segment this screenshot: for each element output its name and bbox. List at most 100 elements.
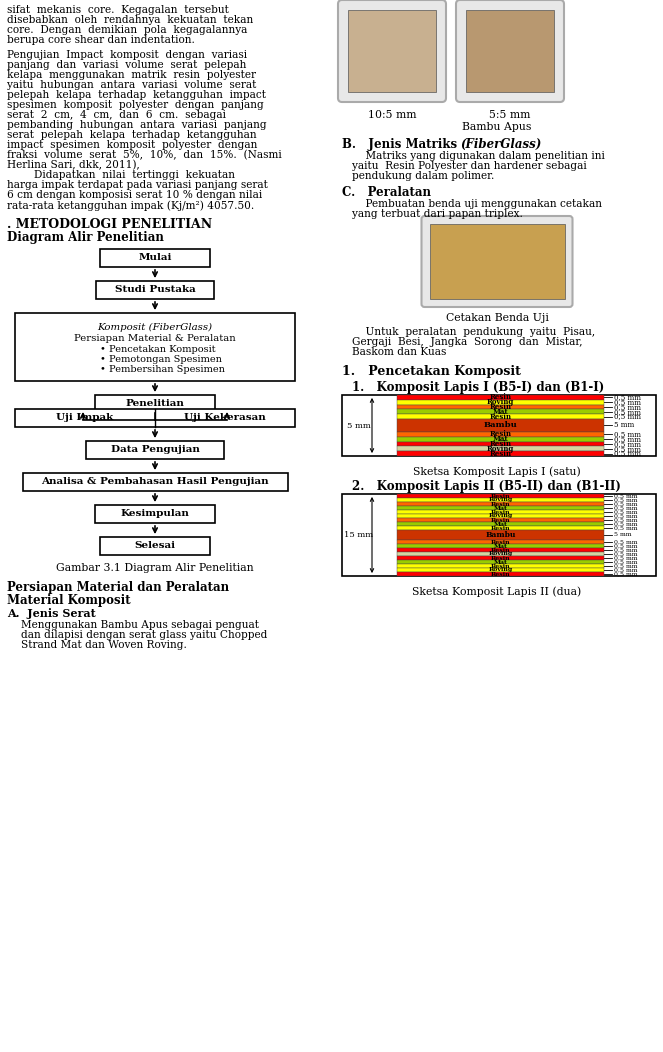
Bar	[95, 505, 215, 523]
FancyBboxPatch shape	[456, 0, 564, 102]
Bar	[397, 530, 604, 540]
Text: 0,5 mm: 0,5 mm	[614, 430, 641, 439]
Text: impact  spesimen  komposit  polyester  dengan: impact spesimen komposit polyester denga…	[7, 140, 257, 150]
Text: Mat: Mat	[493, 436, 509, 443]
Text: 0,5 mm: 0,5 mm	[614, 571, 638, 576]
Text: 0,5 mm: 0,5 mm	[614, 560, 638, 565]
Bar	[397, 510, 604, 514]
Text: core.  Dengan  demikian  pola  kegagalannya: core. Dengan demikian pola kegagalannya	[7, 25, 247, 35]
Text: Komposit (FiberGlass): Komposit (FiberGlass)	[97, 323, 213, 332]
Bar	[397, 437, 604, 442]
Text: 0,5 mm: 0,5 mm	[614, 399, 641, 406]
Text: Persiapan Material dan Peralatan: Persiapan Material dan Peralatan	[7, 581, 229, 594]
Text: Resin: Resin	[491, 502, 511, 506]
Text: Mat: Mat	[493, 560, 507, 565]
Text: 6 cm dengan komposisi serat 10 % dengan nilai: 6 cm dengan komposisi serat 10 % dengan …	[7, 190, 263, 200]
Text: disebabkan  oleh  rendahnya  kekuatan  tekan: disebabkan oleh rendahnya kekuatan tekan	[7, 15, 253, 25]
Bar	[23, 473, 288, 491]
Bar	[466, 11, 554, 92]
Text: Roving: Roving	[487, 445, 514, 452]
Bar	[397, 394, 604, 400]
Text: spesimen  komposit  polyester  dengan  panjang: spesimen komposit polyester dengan panja…	[7, 100, 264, 110]
Text: • Pencetakan Komposit: • Pencetakan Komposit	[100, 345, 215, 355]
Text: Resin: Resin	[491, 526, 511, 530]
Bar	[397, 557, 604, 560]
Bar	[397, 405, 604, 409]
Text: serat  2  cm,  4  cm,  dan  6  cm.  sebagai: serat 2 cm, 4 cm, dan 6 cm. sebagai	[7, 110, 226, 120]
Text: Herlina Sari, dkk, 2011),: Herlina Sari, dkk, 2011),	[7, 160, 140, 170]
Text: Uji Kekerasan: Uji Kekerasan	[184, 413, 266, 423]
Text: Resin: Resin	[491, 509, 511, 514]
Text: berupa core shear dan indentation.: berupa core shear dan indentation.	[7, 35, 195, 45]
Bar	[397, 568, 604, 572]
Text: Diagram Alir Penelitian: Diagram Alir Penelitian	[7, 231, 164, 244]
Text: Resin: Resin	[491, 547, 511, 552]
Text: Analisa & Pembahasan Hasil Pengujian: Analisa & Pembahasan Hasil Pengujian	[41, 478, 269, 486]
Text: Persiapan Material & Peralatan: Persiapan Material & Peralatan	[74, 333, 236, 343]
Text: 15 mm: 15 mm	[344, 531, 373, 539]
Text: yaitu  hubungan  antara  variasi  volume  serat: yaitu hubungan antara variasi volume ser…	[7, 80, 257, 90]
Text: 0,5 mm: 0,5 mm	[614, 506, 638, 510]
Text: Bambu Apus: Bambu Apus	[462, 122, 532, 132]
Text: 5 mm: 5 mm	[614, 532, 631, 538]
Text: 0,5 mm: 0,5 mm	[614, 403, 641, 411]
Text: Resin: Resin	[491, 555, 511, 561]
Text: pelepah  kelapa  terhadap  ketangguhan  impact: pelepah kelapa terhadap ketangguhan impa…	[7, 90, 266, 100]
Text: Bambu: Bambu	[485, 531, 516, 539]
Text: Baskom dan Kuas: Baskom dan Kuas	[352, 347, 446, 357]
Text: yang terbuat dari papan triplex.: yang terbuat dari papan triplex.	[352, 209, 523, 219]
Text: 5 mm: 5 mm	[347, 422, 371, 429]
Text: (FiberGlass): (FiberGlass)	[460, 138, 541, 151]
Text: Resin: Resin	[491, 564, 511, 568]
Bar	[15, 409, 295, 427]
Text: Material Komposit: Material Komposit	[7, 594, 131, 607]
Text: 0,5 mm: 0,5 mm	[614, 544, 638, 548]
Bar	[430, 224, 564, 299]
Text: 0,5 mm: 0,5 mm	[614, 436, 641, 443]
Text: Mat: Mat	[493, 506, 507, 510]
Bar	[397, 572, 604, 576]
Text: Gergaji  Besi,  Jangka  Sorong  dan  Mistar,: Gergaji Besi, Jangka Sorong dan Mistar,	[352, 337, 583, 347]
Text: 0,5 mm: 0,5 mm	[614, 547, 638, 552]
Text: Didapatkan  nilai  tertinggi  kekuatan: Didapatkan nilai tertinggi kekuatan	[7, 170, 235, 180]
Text: 5 mm: 5 mm	[614, 422, 634, 429]
Text: Mat: Mat	[493, 408, 509, 416]
Text: Menggunakan Bambu Apus sebagai penguat: Menggunakan Bambu Apus sebagai penguat	[21, 620, 259, 630]
Text: 1.   Komposit Lapis I (B5-I) dan (B1-I): 1. Komposit Lapis I (B5-I) dan (B1-I)	[352, 381, 604, 394]
Bar	[397, 526, 604, 530]
Text: 0,5 mm: 0,5 mm	[614, 502, 638, 506]
Text: Selesai: Selesai	[135, 542, 176, 550]
Bar	[397, 498, 604, 502]
Text: Gambar 3.1 Diagram Alir Penelitian: Gambar 3.1 Diagram Alir Penelitian	[56, 563, 254, 573]
Text: Resin: Resin	[489, 393, 511, 402]
Bar	[397, 514, 604, 518]
Text: 0,5 mm: 0,5 mm	[614, 412, 641, 421]
Text: Resin: Resin	[491, 540, 511, 545]
Text: 0,5 mm: 0,5 mm	[614, 449, 641, 458]
Text: Roving: Roving	[489, 551, 512, 557]
Text: 0,5 mm: 0,5 mm	[614, 393, 641, 402]
Bar	[397, 414, 604, 419]
Bar	[397, 518, 604, 522]
Text: Resin: Resin	[489, 430, 511, 439]
Text: pembanding  hubungan  antara  variasi  panjang: pembanding hubungan antara variasi panja…	[7, 120, 267, 130]
Text: 0,5 mm: 0,5 mm	[614, 445, 641, 452]
FancyBboxPatch shape	[338, 0, 446, 102]
Text: Cetakan Benda Uji: Cetakan Benda Uji	[446, 313, 548, 323]
Bar	[342, 394, 656, 456]
Text: Matriks yang digunakan dalam penelitian ini: Matriks yang digunakan dalam penelitian …	[352, 151, 605, 161]
Text: Strand Mat dan Woven Roving.: Strand Mat dan Woven Roving.	[21, 640, 187, 650]
Text: 0,5 mm: 0,5 mm	[614, 551, 638, 557]
Bar	[397, 442, 604, 446]
Text: harga impak terdapat pada variasi panjang serat: harga impak terdapat pada variasi panjan…	[7, 180, 268, 190]
Bar	[397, 540, 604, 544]
Bar	[397, 522, 604, 526]
Text: Resin: Resin	[491, 571, 511, 576]
Bar	[342, 494, 656, 576]
Text: 0,5 mm: 0,5 mm	[614, 540, 638, 545]
Bar	[100, 537, 210, 555]
Bar	[397, 451, 604, 456]
Text: 0,5 mm: 0,5 mm	[614, 509, 638, 514]
Text: 0,5 mm: 0,5 mm	[614, 518, 638, 523]
Text: sifat  mekanis  core.  Kegagalan  tersebut: sifat mekanis core. Kegagalan tersebut	[7, 5, 229, 15]
